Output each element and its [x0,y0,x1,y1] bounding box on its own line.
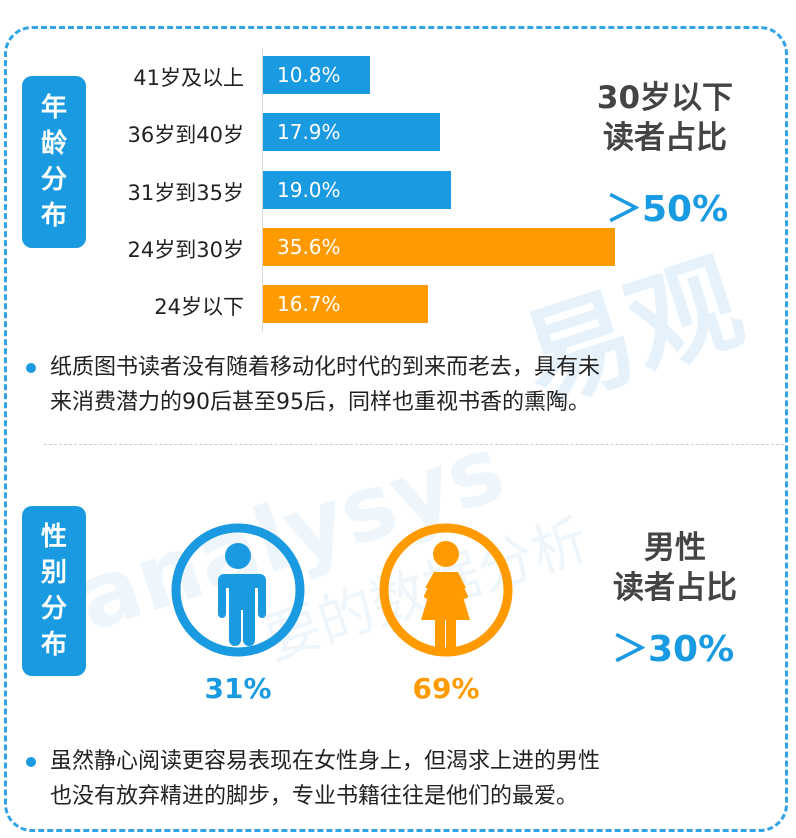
age-note: 纸质图书读者没有随着移动化时代的到来而老去，具有未 来消费潜力的90后甚至95后… [50,350,780,420]
bar-value-label: 19.0% [277,177,341,202]
category-label: 41岁及以上 [133,66,244,90]
chart-axis-line [262,48,263,332]
age-note-line1: 纸质图书读者没有随着移动化时代的到来而老去，具有未 [50,355,601,380]
bullet-dot [26,757,36,767]
bar-value-label: 17.9% [277,120,341,145]
age-tag-char: 分 [40,165,67,195]
gender-distribution-tag: 性 别 分 布 [22,506,86,676]
bar: 17.9% [263,113,440,152]
age-headline-line2: 读者占比 [603,120,727,156]
section-separator [44,444,784,445]
gender-note-line1: 虽然静心阅读更容易表现在女性身上，但渴求上进的男性 [50,749,601,774]
bar: 10.8% [263,56,370,94]
bar: 16.7% [263,285,429,324]
gender-tag-char: 别 [40,558,67,588]
bullet-dot [26,363,36,373]
bar-value-label: 35.6% [277,234,341,259]
gender-headline-line1: 男性 [644,530,706,566]
age-note-line2: 来消费潜力的90后甚至95后，同样也重视书香的熏陶。 [50,390,590,415]
male-percentage: 31% [204,672,272,705]
age-tag-char: 龄 [40,129,67,159]
female-person-icon [379,523,513,657]
age-headline-line1: 30岁以下 [596,80,734,116]
category-label: 24岁以下 [154,295,244,320]
bar-value-label: 16.7% [277,292,341,317]
category-label: 31岁到35岁 [127,180,244,205]
age-tag-char: 年 [40,93,67,123]
gender-headline-line2: 读者占比 [613,570,737,606]
age-tag-char: 布 [40,201,67,231]
bar: 35.6% [263,227,615,266]
bar: 19.0% [263,170,451,209]
gender-tag-char: 性 [40,522,67,552]
infographic-frame [4,26,788,832]
gender-headline-value: ＞30% [612,629,735,670]
category-label: 24岁到30岁 [127,237,244,262]
male-person-icon [171,523,305,657]
category-label: 36岁到40岁 [127,123,244,148]
age-headline-value: ＞50% [606,189,729,230]
gender-tag-char: 布 [40,630,67,660]
gender-note-line2: 也没有放弃精进的脚步，专业书籍往往是他们的最爱。 [50,784,579,809]
age-distribution-tag: 年 龄 分 布 [22,76,86,248]
gender-tag-char: 分 [40,594,67,624]
bar-value-label: 10.8% [277,63,341,87]
gender-headline: 男性 读者占比 [590,528,760,608]
gender-note: 虽然静心阅读更容易表现在女性身上，但渴求上进的男性 也没有放弃精进的脚步，专业书… [50,744,780,814]
female-percentage: 69% [412,672,480,705]
age-headline: 30岁以下 读者占比 [580,78,750,158]
